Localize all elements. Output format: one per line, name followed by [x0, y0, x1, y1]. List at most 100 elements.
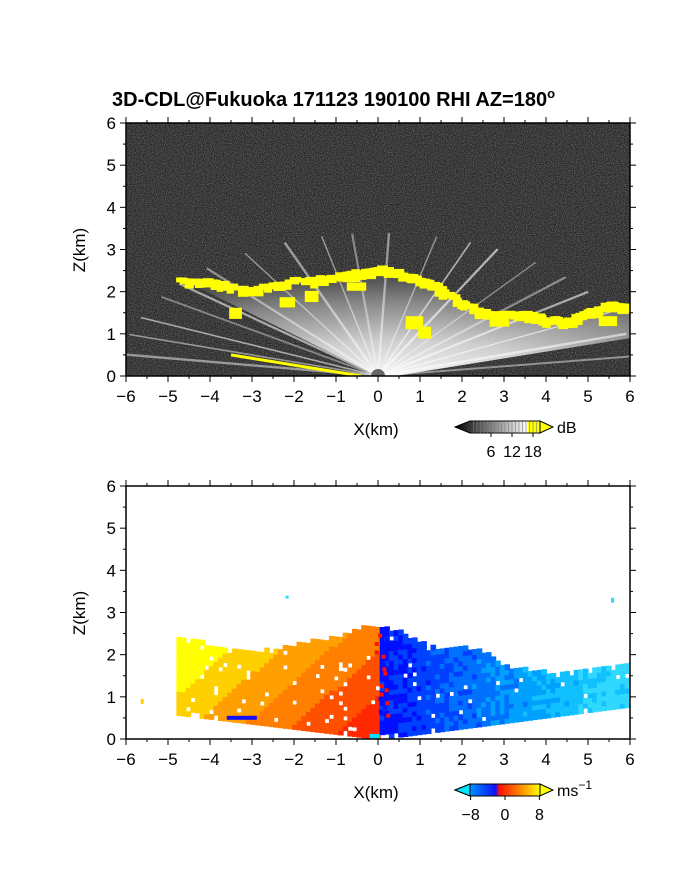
- velocity-cell: [328, 674, 335, 681]
- velocity-cell: [301, 656, 307, 663]
- velocity-cell: [601, 695, 607, 702]
- velocity-cell: [356, 692, 363, 699]
- velocity-cell: [241, 693, 247, 700]
- velocity-cell: [398, 634, 404, 641]
- snr-high-pixel: [226, 283, 235, 294]
- velocity-cell: [176, 705, 182, 712]
- snr-high-pixel: [279, 297, 296, 308]
- velocity-cell: [287, 665, 293, 671]
- velocity-cell: [407, 711, 413, 717]
- velocity-cell: [564, 690, 571, 697]
- velocity-cell: [291, 665, 298, 672]
- velocity-cell: [361, 639, 367, 646]
- velocity-cell: [412, 725, 418, 731]
- velocity-cell: [194, 649, 201, 655]
- velocity-cell: [176, 641, 182, 648]
- velocity-cell: [296, 714, 303, 721]
- velocity-cell: [425, 679, 432, 686]
- velocity-cell: [315, 639, 321, 645]
- velocity-cell: [388, 659, 395, 666]
- velocity-cell: [398, 722, 404, 728]
- velocity-cell: [615, 693, 621, 700]
- velocity-cell: [213, 675, 219, 682]
- velocity-cell: [485, 652, 492, 658]
- velocity-cell: [222, 681, 229, 688]
- velocity-cell: [550, 682, 557, 689]
- velocity-cell: [522, 671, 529, 678]
- velocity-cell: [213, 661, 219, 667]
- velocity-cell: [236, 649, 243, 655]
- velocity-cell: [407, 642, 413, 649]
- velocity-cell: [361, 727, 367, 734]
- velocity-cell: [495, 665, 501, 672]
- velocity-x-tick-label: 5: [583, 750, 592, 769]
- velocity-cell: [333, 680, 340, 687]
- velocity-cell: [328, 670, 335, 676]
- velocity-cell: [181, 647, 187, 654]
- velocity-cell: [398, 707, 404, 714]
- velocity-cell: [291, 719, 298, 725]
- velocity-cell: [412, 686, 418, 692]
- velocity-cell: [361, 693, 367, 700]
- velocity-outlier-cell: [285, 595, 289, 599]
- velocity-cell: [176, 671, 182, 677]
- velocity-cell: [573, 703, 580, 710]
- velocity-cell: [338, 714, 344, 721]
- velocity-cell: [259, 710, 266, 717]
- velocity-cell: [439, 726, 446, 733]
- velocity-cell: [231, 663, 238, 670]
- velocity-cell: [204, 655, 210, 661]
- velocity-cell: [356, 717, 363, 724]
- velocity-cell: [509, 707, 515, 714]
- velocity-cell: [610, 704, 617, 710]
- velocity-cell: [370, 636, 376, 642]
- velocity-cell: [458, 650, 464, 657]
- velocity-cell: [522, 715, 529, 722]
- velocity-cell: [402, 726, 409, 733]
- snr-high-pixel: [194, 279, 203, 288]
- velocity-cell: [231, 653, 238, 660]
- velocity-cell: [305, 691, 312, 698]
- velocity-cell: [398, 717, 404, 723]
- velocity-outlier-cell: [140, 698, 144, 704]
- velocity-cell: [481, 691, 487, 698]
- velocity-cell: [388, 645, 395, 652]
- velocity-cell: [379, 636, 386, 643]
- velocity-cell: [268, 706, 275, 713]
- velocity-cell: [481, 701, 487, 708]
- velocity-cell: [231, 707, 238, 713]
- velocity-cell: [522, 696, 529, 702]
- velocity-cell: [301, 681, 307, 688]
- velocity-cell: [546, 712, 552, 719]
- velocity-cell: [361, 683, 367, 690]
- velocity-outlier-cell: [611, 597, 615, 603]
- velocity-cell: [421, 714, 427, 720]
- velocity-cell: [398, 712, 404, 719]
- velocity-cell: [361, 698, 367, 705]
- velocity-cell: [241, 717, 247, 724]
- velocity-cell: [375, 646, 381, 653]
- velocity-cell: [402, 721, 409, 728]
- velocity-cell: [356, 678, 363, 685]
- snr-high-pixel: [405, 316, 424, 330]
- velocity-cell: [231, 648, 238, 655]
- velocity-cell: [398, 663, 404, 670]
- velocity-cell: [462, 655, 469, 661]
- velocity-cell: [227, 677, 233, 684]
- velocity-x-tick-label: 4: [541, 750, 550, 769]
- velocity-cell: [555, 711, 561, 718]
- velocity-cell: [352, 682, 358, 689]
- velocity-cell: [522, 686, 529, 693]
- velocity-cell: [467, 693, 474, 700]
- velocity-cell: [199, 664, 206, 671]
- velocity-cell: [356, 687, 363, 694]
- velocity-cell: [398, 639, 404, 646]
- velocity-cell: [342, 657, 349, 663]
- velocity-cell: [375, 670, 381, 677]
- snr-y-tick-label: 4: [107, 198, 116, 217]
- velocity-cell: [490, 675, 497, 682]
- velocity-cell: [370, 704, 376, 711]
- velocity-cell: [573, 684, 580, 691]
- velocity-cell: [573, 669, 580, 676]
- snr-y-axis-label: Z(km): [70, 228, 89, 272]
